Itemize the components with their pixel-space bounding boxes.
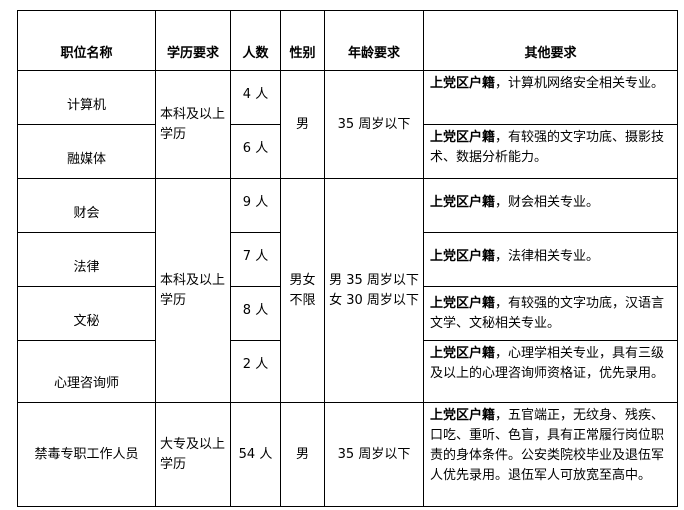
other-text: ，心理学相关专业，具有三级及以上的心理咨询师资格证，优先录用。	[430, 346, 665, 381]
table-row: 融媒体 6 人 上党区户籍，有较强的文字功底、摄影技术、数据分析能力。	[17, 124, 678, 179]
position-name: 禁毒专职工作人员	[17, 402, 156, 507]
bold-prefix: 上党区户籍	[430, 296, 496, 311]
bold-prefix: 上党区户籍	[430, 130, 496, 145]
bold-prefix: 上党区户籍	[430, 195, 496, 210]
other-req: 上党区户籍，法律相关专业。	[423, 232, 678, 287]
position-name: 融媒体	[17, 124, 156, 179]
recruitment-table: 职位名称 学历要求 人数 性别 年龄要求 其他要求 计算机 本科及以上学历 4 …	[17, 10, 678, 507]
other-text: ，有较强的文字功底，汉语言文学、文秘相关专业。	[430, 296, 665, 331]
table-row: 文秘 8 人 上党区户籍，有较强的文字功底，汉语言文学、文秘相关专业。	[17, 286, 678, 341]
headcount: 2 人	[230, 340, 281, 403]
headcount: 6 人	[230, 124, 281, 179]
other-req: 上党区户籍，心理学相关专业，具有三级及以上的心理咨询师资格证，优先录用。	[423, 340, 678, 403]
position-name: 计算机	[17, 70, 156, 125]
other-req: 上党区户籍，有较强的文字功底，汉语言文学、文秘相关专业。	[423, 286, 678, 341]
position-name: 心理咨询师	[17, 340, 156, 403]
other-req: 上党区户籍，有较强的文字功底、摄影技术、数据分析能力。	[423, 124, 678, 179]
age-req: 35 周岁以下	[324, 70, 424, 179]
other-text: ，法律相关专业。	[495, 249, 600, 264]
gender-req: 男女不限	[280, 178, 325, 403]
gender-req: 男	[280, 402, 325, 507]
other-req: 上党区户籍，财会相关专业。	[423, 178, 678, 233]
education-req: 大专及以上学历	[155, 402, 231, 507]
table-row: 计算机 本科及以上学历 4 人 男 35 周岁以下 上党区户籍，计算机网络安全相…	[17, 70, 678, 179]
bold-prefix: 上党区户籍	[430, 346, 496, 361]
table-row: 心理咨询师 2 人 上党区户籍，心理学相关专业，具有三级及以上的心理咨询师资格证…	[17, 340, 678, 403]
bold-prefix: 上党区户籍	[430, 408, 496, 423]
bold-prefix: 上党区户籍	[430, 249, 496, 264]
headcount: 54 人	[230, 402, 281, 507]
age-male: 男 35 周岁以下	[329, 272, 419, 288]
other-text: ，五官端正，无纹身、残疾、口吃、重听、色盲，具有正常履行岗位职责的身体条件。公安…	[430, 408, 665, 483]
headcount: 7 人	[230, 232, 281, 287]
table-row: 财会 本科及以上学历 9 人 男女不限 男 35 周岁以下女 30 周岁以下 上…	[17, 178, 678, 403]
age-req: 男 35 周岁以下女 30 周岁以下	[324, 178, 424, 403]
position-name: 财会	[17, 178, 156, 233]
other-text: ，财会相关专业。	[495, 195, 600, 210]
age-req: 35 周岁以下	[324, 402, 424, 507]
position-name: 法律	[17, 232, 156, 287]
header-gender: 性别	[280, 10, 325, 71]
position-name: 文秘	[17, 286, 156, 341]
header-position: 职位名称	[17, 10, 156, 71]
headcount: 8 人	[230, 286, 281, 341]
age-female: 女 30 周岁以下	[329, 292, 419, 308]
table-row: 法律 7 人 上党区户籍，法律相关专业。	[17, 232, 678, 287]
header-education: 学历要求	[155, 10, 231, 71]
headcount: 4 人	[230, 70, 281, 125]
other-req: 上党区户籍，五官端正，无纹身、残疾、口吃、重听、色盲，具有正常履行岗位职责的身体…	[423, 402, 678, 507]
other-req: 上党区户籍，计算机网络安全相关专业。	[423, 70, 678, 125]
gender-req: 男	[280, 70, 325, 179]
header-other: 其他要求	[423, 10, 678, 71]
header-count: 人数	[230, 10, 281, 71]
table-row: 禁毒专职工作人员 大专及以上学历 54 人 男 35 周岁以下 上党区户籍，五官…	[17, 402, 678, 507]
other-text: ，计算机网络安全相关专业。	[495, 76, 665, 91]
bold-prefix: 上党区户籍	[430, 76, 496, 91]
education-req: 本科及以上学历	[155, 70, 231, 179]
header-row: 职位名称 学历要求 人数 性别 年龄要求 其他要求	[17, 10, 678, 71]
headcount: 9 人	[230, 178, 281, 233]
education-req: 本科及以上学历	[155, 178, 231, 403]
other-text: ，有较强的文字功底、摄影技术、数据分析能力。	[430, 130, 665, 165]
header-age: 年龄要求	[324, 10, 424, 71]
